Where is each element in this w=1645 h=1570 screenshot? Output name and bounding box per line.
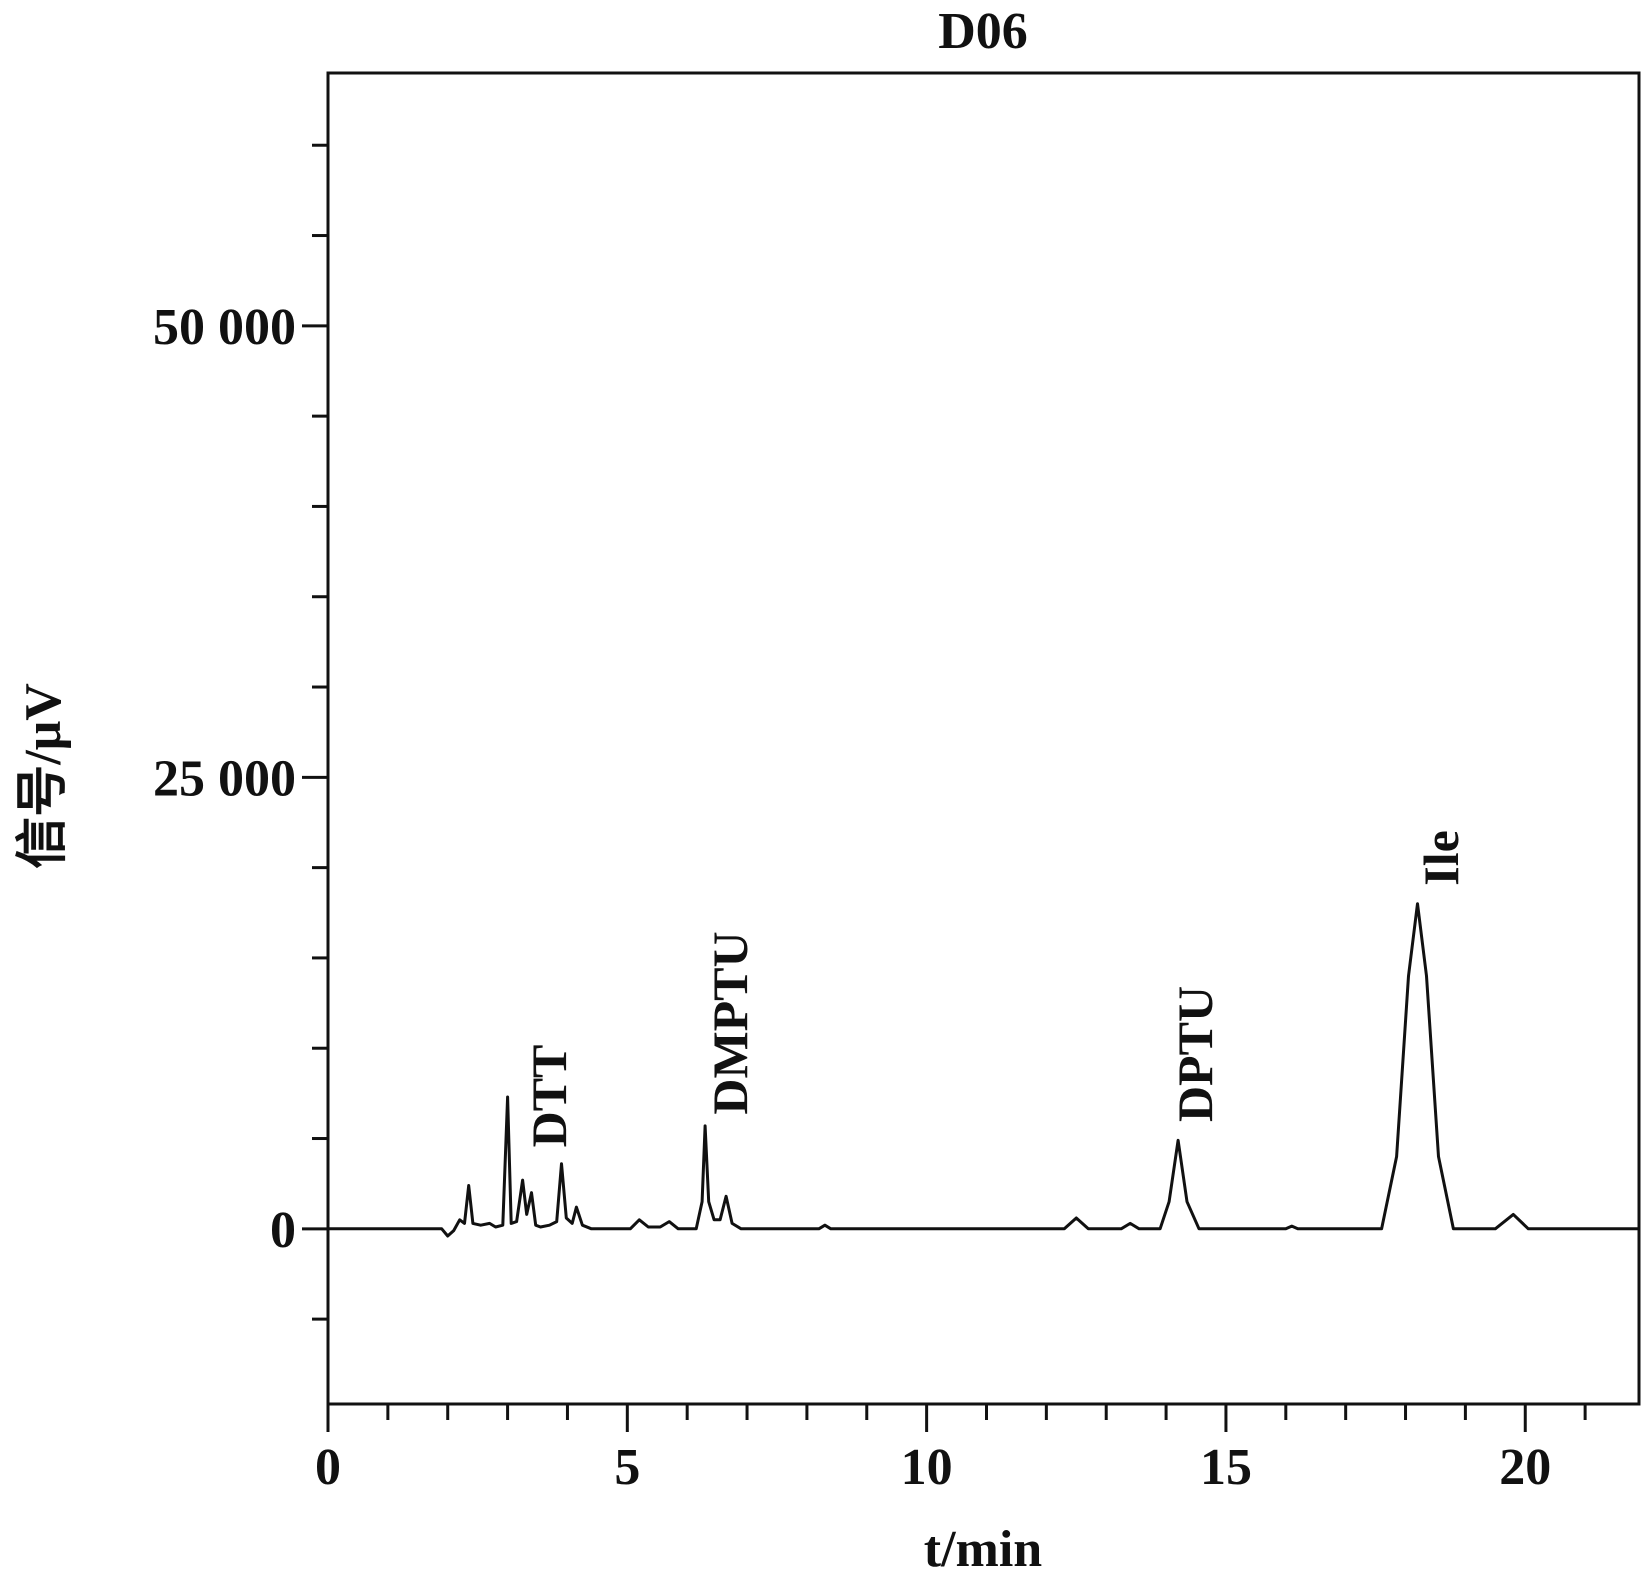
x-tick-label: 10 — [901, 1439, 953, 1496]
peak-label: DMPTU — [702, 931, 758, 1114]
peak-label: Ile — [1413, 830, 1469, 886]
chart-title: D06 — [938, 3, 1028, 60]
x-tick-label: 20 — [1499, 1439, 1551, 1496]
x-axis-label: t/min — [924, 1521, 1043, 1570]
y-tick-label: 25 000 — [153, 750, 296, 807]
x-tick-label: 15 — [1200, 1439, 1252, 1496]
y-axis-label: 信号/μV — [14, 683, 72, 868]
y-tick-label: 50 000 — [153, 299, 296, 356]
chromatogram-line — [328, 902, 1639, 1238]
peak-label: DTT — [521, 1045, 577, 1148]
peak-label: DPTU — [1167, 986, 1223, 1122]
y-tick-label: 0 — [270, 1202, 296, 1259]
x-tick-label: 5 — [614, 1439, 640, 1496]
plot-frame — [326, 71, 1641, 1406]
x-tick-label: 0 — [315, 1439, 341, 1496]
